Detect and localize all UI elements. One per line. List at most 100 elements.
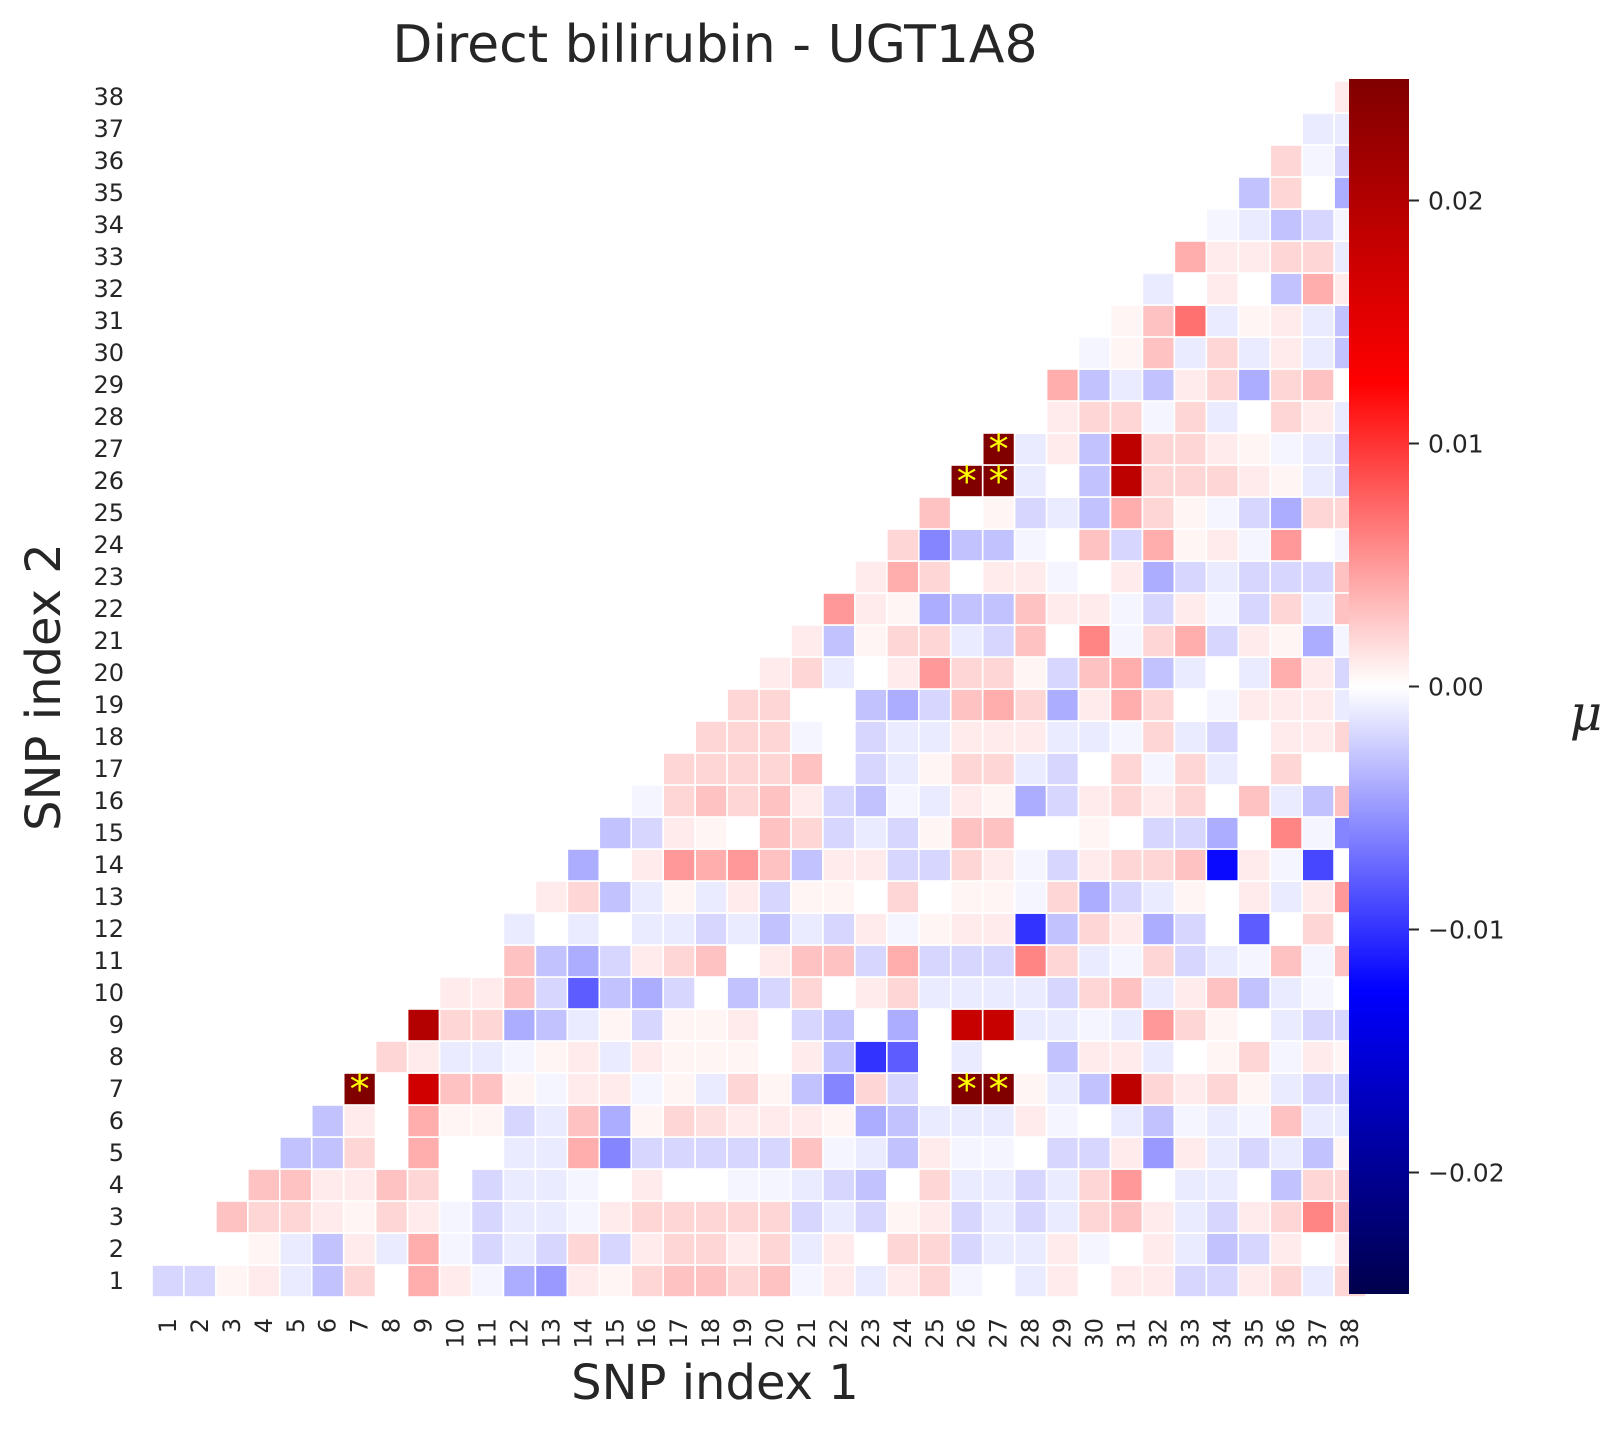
heatmap-cell	[1269, 720, 1304, 754]
heatmap-cell	[1205, 592, 1240, 626]
heatmap-cell	[854, 624, 888, 658]
heatmap-cell	[1301, 560, 1335, 594]
heatmap-cell	[1141, 1232, 1176, 1266]
heatmap-cell	[502, 944, 537, 978]
heatmap-cell	[1237, 816, 1272, 850]
heatmap-cell	[1269, 176, 1304, 210]
heatmap-cell	[758, 1232, 792, 1266]
heatmap-cell	[1173, 624, 1208, 658]
heatmap-cell	[949, 752, 984, 786]
heatmap-cell	[758, 720, 792, 754]
heatmap-cell	[981, 624, 1016, 658]
heatmap-cell	[1301, 1072, 1335, 1106]
heatmap-cell	[1237, 1104, 1272, 1138]
heatmap-cell	[438, 1136, 473, 1170]
heatmap-cell	[822, 720, 856, 754]
heatmap-cell	[1205, 1008, 1240, 1042]
heatmap-cell	[949, 1264, 984, 1298]
heatmap-cell	[1109, 912, 1144, 946]
heatmap-cell	[1269, 592, 1304, 626]
heatmap-cell	[726, 1136, 760, 1170]
heatmap-cell	[949, 784, 984, 818]
heatmap-cell	[342, 1104, 377, 1138]
heatmap-cell	[822, 944, 856, 978]
heatmap-cell	[726, 1232, 760, 1266]
heatmap-cell	[598, 1008, 633, 1042]
heatmap-cell	[1237, 272, 1272, 306]
heatmap-cell	[1173, 1232, 1208, 1266]
heatmap-cell	[822, 784, 856, 818]
heatmap-cell	[981, 784, 1016, 818]
heatmap-cell	[981, 592, 1016, 626]
heatmap-cell	[790, 720, 824, 754]
heatmap-cell	[1109, 592, 1144, 626]
heatmap-cell	[1077, 1136, 1112, 1170]
heatmap-cell	[374, 1072, 409, 1106]
heatmap-cell	[854, 784, 888, 818]
heatmap-cell	[278, 1200, 313, 1234]
heatmap-cell	[534, 1072, 569, 1106]
heatmap-cell	[406, 1200, 441, 1234]
heatmap-cell	[886, 1232, 920, 1266]
colorbar-tick-label: 0.00	[1428, 673, 1484, 702]
heatmap-cell	[790, 1040, 824, 1074]
x-tick-label: 33	[1176, 1318, 1204, 1349]
heatmap-cell	[917, 624, 952, 658]
x-tick-label: 28	[1017, 1318, 1045, 1349]
heatmap-cell	[1013, 656, 1048, 690]
heatmap-cell	[662, 752, 696, 786]
heatmap-cell	[1301, 208, 1335, 242]
heatmap-cell	[790, 784, 824, 818]
heatmap-cell	[1173, 1200, 1208, 1234]
heatmap-cell	[1301, 336, 1335, 370]
y-tick-label: 13	[93, 883, 124, 911]
heatmap-cell	[470, 1168, 505, 1202]
heatmap-cell	[854, 1168, 888, 1202]
heatmap-cell	[342, 1232, 377, 1266]
heatmap-cell	[1205, 1136, 1240, 1170]
heatmap-cell	[790, 656, 824, 690]
heatmap-cell	[1045, 688, 1080, 722]
x-tick-label: 30	[1081, 1318, 1109, 1349]
heatmap-cell	[1141, 624, 1176, 658]
heatmap-cell	[1173, 688, 1208, 722]
heatmap-cell	[917, 688, 952, 722]
heatmap-cell	[1109, 1008, 1144, 1042]
heatmap-cell	[790, 1264, 824, 1298]
heatmap-cell	[917, 1232, 952, 1266]
heatmap-cell	[438, 1040, 473, 1074]
heatmap-cell	[1205, 272, 1240, 306]
heatmap-cell	[822, 816, 856, 850]
heatmap-cell	[1301, 496, 1335, 530]
x-axis-label: SNP index 1	[571, 1355, 859, 1411]
heatmap-cell	[1141, 592, 1176, 626]
heatmap-cell	[374, 1040, 409, 1074]
heatmap-cell	[1141, 496, 1176, 530]
heatmap-cell	[1141, 1136, 1176, 1170]
heatmap-cell	[726, 1168, 760, 1202]
heatmap-cell	[1301, 1232, 1335, 1266]
heatmap-cell	[310, 1232, 345, 1266]
heatmap-cell	[310, 1200, 345, 1234]
heatmap-cell	[949, 976, 984, 1010]
heatmap-cell	[247, 1168, 281, 1202]
heatmap-cell	[694, 816, 728, 850]
heatmap-cell	[1301, 112, 1335, 146]
heatmap-cell	[1077, 1104, 1112, 1138]
heatmap-cell	[662, 1136, 696, 1170]
heatmap-cell	[1013, 528, 1048, 562]
heatmap-cell	[1301, 1104, 1335, 1138]
x-tick-label: 25	[921, 1318, 949, 1349]
heatmap-cell	[1205, 1040, 1240, 1074]
heatmap-cell	[1173, 432, 1208, 466]
heatmap-cell	[310, 1264, 345, 1298]
heatmap-cell	[1237, 464, 1272, 498]
heatmap-cell	[1237, 976, 1272, 1010]
heatmap-cell	[726, 1104, 760, 1138]
heatmap-cell	[1237, 304, 1272, 338]
heatmap-cell	[949, 688, 984, 722]
heatmap-cell	[1301, 592, 1335, 626]
heatmap-cell	[758, 752, 792, 786]
heatmap-cell	[822, 976, 856, 1010]
heatmap-cell	[1141, 560, 1176, 594]
